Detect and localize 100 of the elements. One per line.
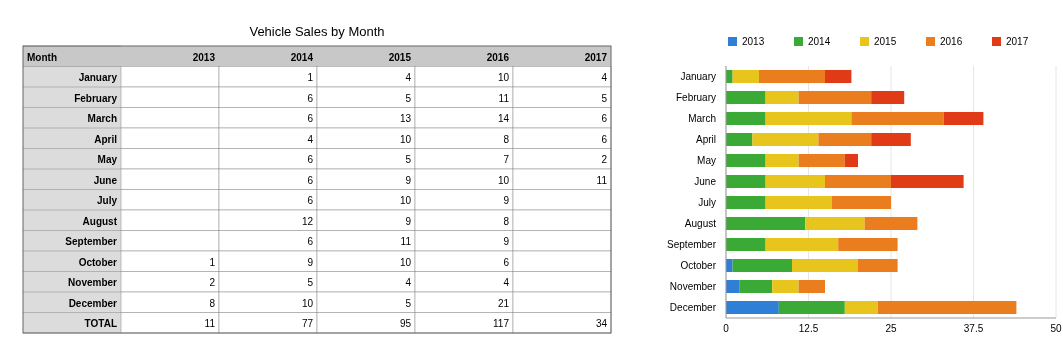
y-tick-label: January	[680, 71, 716, 82]
x-tick-label: 2014	[290, 51, 314, 63]
y-tick-label: September	[65, 236, 118, 247]
y-tick-label: October	[78, 256, 118, 268]
bar	[726, 300, 779, 315]
y-tick-label: May	[97, 154, 118, 165]
data-label: 5	[601, 92, 608, 104]
y-tick-label: November	[669, 281, 717, 292]
data-label: 5	[405, 154, 412, 165]
data-label: 117	[493, 318, 510, 329]
y-tick-label: December	[68, 297, 118, 309]
data-label: 4	[601, 72, 608, 83]
bar	[726, 216, 806, 231]
data-label: 13	[399, 113, 412, 124]
data-label: 10	[399, 256, 412, 268]
bar	[726, 174, 766, 189]
bar	[851, 111, 944, 126]
bar	[798, 279, 825, 294]
bar	[858, 258, 898, 273]
bar	[798, 153, 845, 168]
y-tick-label: February	[74, 92, 118, 104]
data-label: 4	[307, 133, 314, 145]
bar	[798, 90, 872, 105]
data-label: 1	[307, 72, 314, 83]
data-label: 2	[601, 154, 608, 165]
data-label: 6	[307, 236, 314, 247]
data-label: 8	[209, 297, 216, 309]
legend-label: 2016	[940, 36, 963, 47]
data-label: 9	[405, 215, 412, 227]
data-label: 2	[209, 277, 216, 288]
data-label: 4	[503, 277, 510, 288]
data-label: 6	[601, 133, 608, 145]
data-label: 95	[399, 318, 412, 329]
data-label: 11	[204, 318, 216, 329]
x-tick-label: 2017	[584, 51, 608, 63]
data-label: 34	[595, 318, 608, 329]
data-label: 11	[596, 174, 608, 186]
x-tick-label: 2015	[388, 51, 412, 63]
data-label: 14	[497, 113, 510, 124]
data-label: 8	[503, 133, 510, 145]
bar	[765, 174, 825, 189]
bar	[831, 195, 891, 210]
bar	[805, 216, 865, 231]
y-tick-label: June	[93, 174, 118, 186]
y-axis-title: Month	[27, 51, 57, 63]
bar	[825, 174, 891, 189]
bar	[818, 132, 872, 147]
chart-title: Vehicle Sales by Month	[249, 24, 385, 39]
bar	[726, 258, 733, 273]
bar	[726, 111, 766, 126]
data-label: 6	[307, 92, 314, 104]
data-label: 12	[301, 215, 314, 227]
data-label: 9	[503, 195, 510, 206]
x-tick-label: 2013	[192, 51, 216, 63]
legend-label: 2014	[808, 36, 831, 47]
bar	[844, 300, 878, 315]
data-label: 11	[498, 92, 510, 104]
data-label: 5	[405, 297, 412, 309]
x-tick-label: 25	[885, 323, 897, 334]
data-label: 6	[307, 195, 314, 206]
y-tick-label: December	[669, 302, 717, 313]
bar	[871, 132, 911, 147]
bar	[726, 132, 753, 147]
y-tick-label: August	[684, 218, 717, 229]
bar	[732, 258, 792, 273]
bar	[825, 69, 852, 84]
data-label: 21	[497, 297, 510, 309]
y-tick-label: September	[667, 239, 717, 250]
bar	[838, 237, 898, 252]
x-tick-label: 0	[723, 323, 730, 334]
legend-label: 2015	[874, 36, 897, 47]
legend-label: 2013	[742, 36, 765, 47]
legend-label: 2017	[1006, 36, 1029, 47]
bar	[726, 195, 766, 210]
bar	[726, 237, 766, 252]
data-label: 11	[400, 236, 412, 247]
data-label: 4	[405, 72, 412, 83]
bar	[778, 300, 845, 315]
bar	[732, 69, 759, 84]
y-tick-label: July	[96, 195, 118, 206]
y-tick-label: March	[688, 113, 716, 124]
data-label: 10	[497, 72, 510, 83]
bar	[844, 153, 858, 168]
data-label: 7	[503, 154, 510, 165]
y-tick-label: June	[694, 176, 717, 187]
bar	[765, 195, 832, 210]
data-label: 6	[503, 256, 510, 268]
x-tick-label: 2016	[486, 51, 510, 63]
bar	[759, 69, 825, 84]
data-label: 10	[301, 297, 314, 309]
bar	[871, 90, 905, 105]
x-tick-label: 37.5	[963, 323, 984, 334]
y-tick-label: August	[82, 215, 118, 227]
y-tick-label: January	[78, 72, 118, 83]
bar	[877, 300, 1017, 315]
data-label: 9	[503, 236, 510, 247]
bar	[726, 69, 733, 84]
y-tick-label: TOTAL	[84, 318, 117, 329]
data-label: 5	[405, 92, 412, 104]
data-label: 5	[307, 277, 314, 288]
